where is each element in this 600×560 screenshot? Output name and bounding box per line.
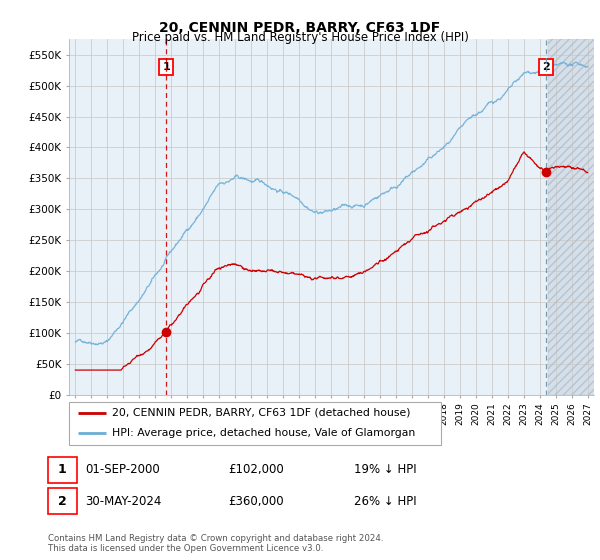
Text: £102,000: £102,000 xyxy=(228,463,284,477)
Text: 1: 1 xyxy=(58,463,67,477)
Text: HPI: Average price, detached house, Vale of Glamorgan: HPI: Average price, detached house, Vale… xyxy=(112,428,415,438)
Text: £360,000: £360,000 xyxy=(228,494,284,508)
FancyBboxPatch shape xyxy=(69,402,441,445)
Text: 2: 2 xyxy=(58,494,67,508)
Text: 01-SEP-2000: 01-SEP-2000 xyxy=(85,463,160,477)
Text: Contains HM Land Registry data © Crown copyright and database right 2024.
This d: Contains HM Land Registry data © Crown c… xyxy=(48,534,383,553)
Text: 30-MAY-2024: 30-MAY-2024 xyxy=(85,494,161,508)
Text: 2: 2 xyxy=(542,62,550,72)
Text: 20, CENNIN PEDR, BARRY, CF63 1DF (detached house): 20, CENNIN PEDR, BARRY, CF63 1DF (detach… xyxy=(112,408,410,418)
Bar xyxy=(548,39,596,395)
Bar xyxy=(548,39,596,395)
Text: 19% ↓ HPI: 19% ↓ HPI xyxy=(354,463,416,477)
Text: 26% ↓ HPI: 26% ↓ HPI xyxy=(354,494,416,508)
Text: Price paid vs. HM Land Registry's House Price Index (HPI): Price paid vs. HM Land Registry's House … xyxy=(131,31,469,44)
Text: 20, CENNIN PEDR, BARRY, CF63 1DF: 20, CENNIN PEDR, BARRY, CF63 1DF xyxy=(160,21,440,35)
Text: 1: 1 xyxy=(162,62,170,72)
